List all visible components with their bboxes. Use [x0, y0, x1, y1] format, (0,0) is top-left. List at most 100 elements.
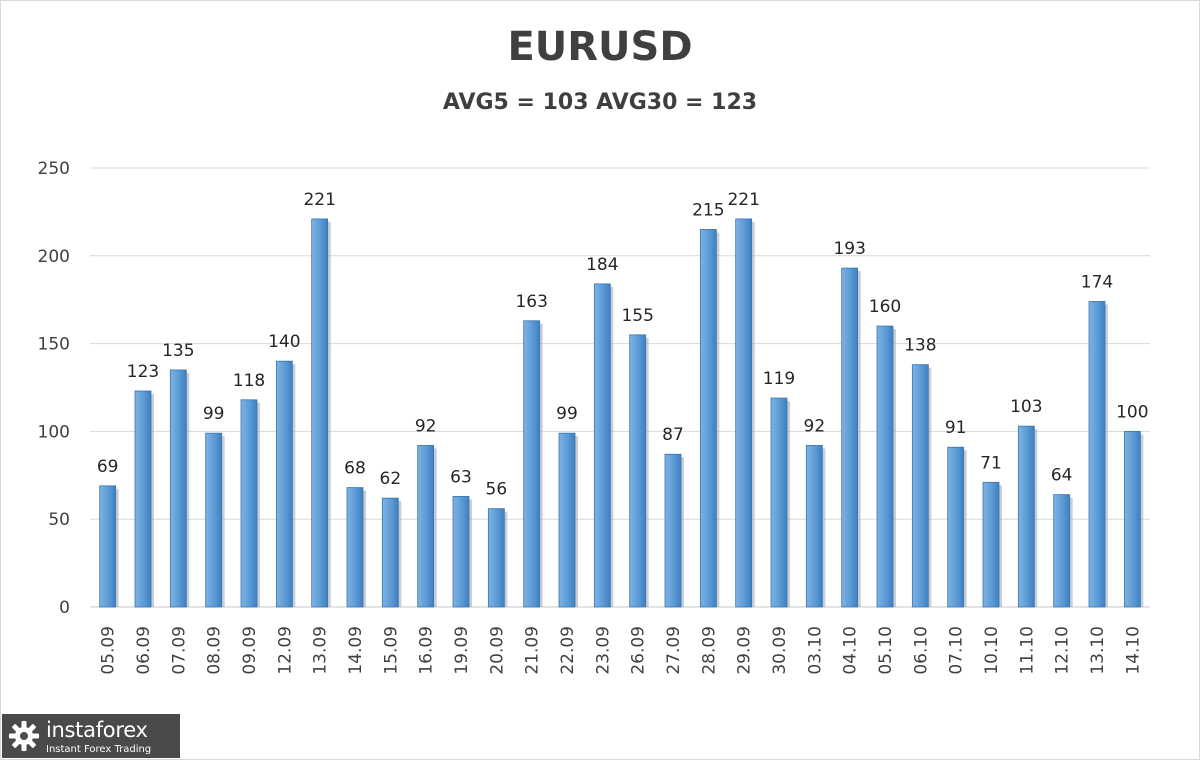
bar [911, 364, 929, 608]
bar [487, 508, 505, 608]
bar [841, 267, 859, 608]
bar [381, 497, 399, 608]
data-label: 71 [980, 453, 1002, 473]
x-tick-label: 05.09 [99, 626, 119, 675]
bar [311, 218, 329, 608]
bar [275, 360, 293, 608]
data-label: 92 [804, 416, 826, 436]
x-axis-ticks: 05.09 06.09 07.09 08.09 09.09 12.09 13.09 14.09… [99, 626, 1144, 675]
logo-tagline: Instant Forex Trading [46, 744, 152, 755]
x-tick-label: 10.10 [982, 626, 1002, 675]
data-label: 160 [869, 297, 901, 317]
data-label: 69 [97, 457, 119, 477]
bar [699, 229, 717, 608]
data-label: 155 [621, 306, 653, 326]
x-tick-label: 08.09 [205, 626, 225, 675]
x-tick-label: 11.10 [1017, 626, 1037, 675]
x-tick-label: 06.10 [911, 626, 931, 675]
data-label: 163 [515, 292, 547, 312]
x-tick-label: 07.09 [169, 626, 189, 675]
x-tick-label: 22.09 [558, 626, 578, 675]
bar [593, 283, 611, 608]
bar [240, 399, 258, 608]
y-tick-label: 150 [38, 335, 70, 355]
bar [770, 397, 788, 608]
bar [629, 334, 647, 608]
y-tick-label: 50 [48, 510, 70, 530]
x-tick-label: 20.09 [487, 626, 507, 675]
data-label: 68 [344, 459, 366, 479]
bar [982, 481, 1000, 608]
x-tick-label: 27.09 [664, 626, 684, 675]
chart-subtitle: AVG5 = 103 AVG30 = 123 [442, 90, 758, 115]
data-label: 140 [268, 332, 300, 352]
data-label: 99 [203, 404, 225, 424]
bar [876, 325, 894, 608]
data-label: 221 [727, 190, 759, 210]
bar [947, 446, 965, 608]
x-tick-label: 16.09 [417, 626, 437, 675]
x-tick-label: 04.10 [841, 626, 861, 675]
bar [735, 218, 753, 608]
bars [99, 218, 1144, 608]
bar [1053, 494, 1071, 608]
x-tick-label: 28.09 [699, 626, 719, 675]
data-label: 92 [415, 416, 437, 436]
data-label: 174 [1081, 272, 1113, 292]
data-label: 63 [450, 467, 472, 487]
y-axis-ticks: 0 50 100 150 200 250 [38, 159, 70, 618]
x-tick-label: 14.10 [1123, 626, 1143, 675]
data-label: 138 [904, 336, 936, 356]
data-label: 193 [833, 239, 865, 259]
x-tick-label: 07.10 [947, 626, 967, 675]
bar [417, 445, 435, 608]
y-tick-label: 250 [38, 159, 70, 179]
data-label: 184 [586, 255, 618, 275]
logo-name: instaforex [46, 718, 148, 742]
x-tick-label: 15.09 [381, 626, 401, 675]
data-label: 123 [127, 362, 159, 382]
bar [205, 432, 223, 608]
data-label: 221 [303, 190, 335, 210]
x-tick-label: 14.09 [346, 626, 366, 675]
bar [805, 445, 823, 608]
chart-title: EURUSD [507, 24, 693, 70]
data-label: 64 [1051, 466, 1073, 486]
bar [346, 487, 364, 608]
x-tick-label: 06.09 [134, 626, 154, 675]
bar [523, 320, 541, 608]
x-tick-label: 30.09 [770, 626, 790, 675]
bar [664, 453, 682, 608]
bar [169, 369, 187, 608]
x-tick-label: 13.09 [311, 626, 331, 675]
bar [1017, 425, 1035, 608]
data-label: 100 [1116, 402, 1148, 422]
x-tick-label: 19.09 [452, 626, 472, 675]
bar [558, 432, 576, 608]
bar [1123, 430, 1141, 608]
bar [99, 485, 117, 608]
data-label: 91 [945, 418, 967, 438]
x-tick-label: 26.09 [629, 626, 649, 675]
y-tick-label: 0 [59, 598, 70, 618]
y-tick-label: 100 [38, 422, 70, 442]
x-tick-label: 05.10 [876, 626, 896, 675]
data-label: 119 [763, 369, 795, 389]
bar [134, 390, 152, 608]
x-tick-label: 13.10 [1088, 626, 1108, 675]
data-label: 56 [486, 480, 508, 500]
x-tick-label: 12.09 [275, 626, 295, 675]
data-label: 118 [233, 371, 265, 391]
bar [452, 495, 470, 608]
bar [1088, 301, 1106, 608]
data-label: 215 [692, 200, 724, 220]
x-tick-label: 23.09 [593, 626, 613, 675]
data-label: 87 [662, 425, 684, 445]
instaforex-logo: instaforex Instant Forex Trading [2, 714, 180, 758]
x-tick-label: 29.09 [735, 626, 755, 675]
gridlines [90, 167, 1150, 608]
data-label: 62 [380, 469, 402, 489]
y-tick-label: 200 [38, 247, 70, 267]
data-label: 99 [556, 404, 578, 424]
